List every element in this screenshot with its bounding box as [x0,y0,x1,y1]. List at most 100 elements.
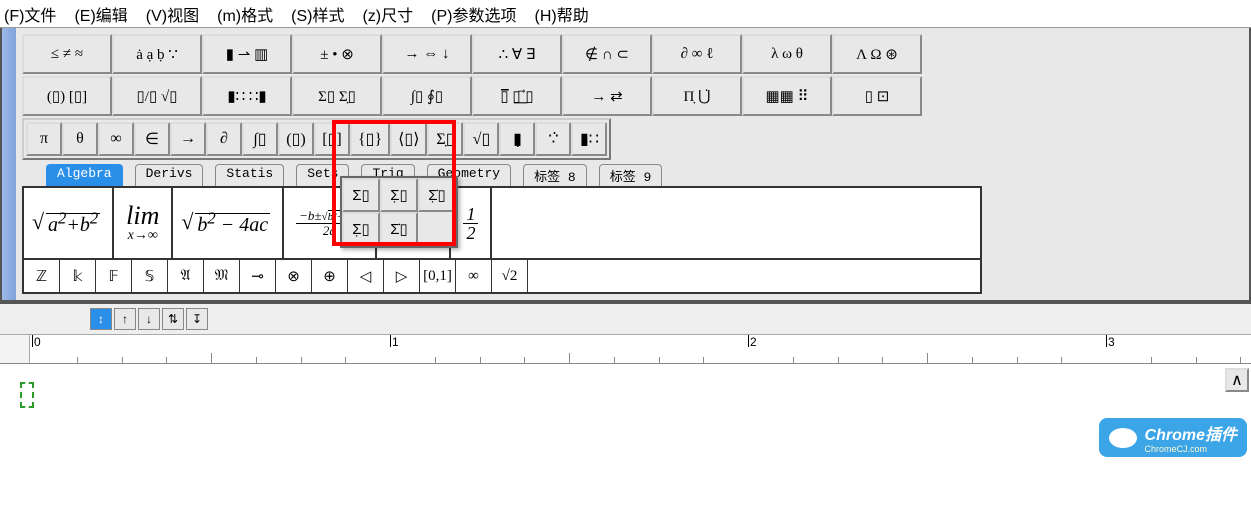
dropdown-btn-1-1[interactable]: Σ̇▯ [380,212,418,246]
template-cell-0[interactable]: a2+b2 [24,188,114,258]
toolbar-row-1: ≤ ≠ ≈ȧ ạ ḅ ∵▮ ⇀ ▥± • ⊗→ ⇔ ↓∴ ∀ ∃∉ ∩ ⊂∂ ∞… [22,34,970,74]
template-cell-1[interactable]: limx→∞ [114,188,173,258]
row3-btn-0[interactable]: π [26,122,62,156]
row3-btn-10[interactable]: ⟨▯⟩ [390,122,427,156]
dropdown-btn-0-2[interactable]: Σ̣̇▯ [418,178,456,212]
template-small-10[interactable]: ▷ [384,260,420,292]
tb-row1-btn-3[interactable]: ± • ⊗ [292,34,382,74]
scroll-up-button[interactable]: ∧ [1225,368,1249,392]
row3-btn-6[interactable]: ∫▯ [242,122,278,156]
template-cell-2[interactable]: b2 − 4ac [173,188,284,258]
template-small-8[interactable]: ⊕ [312,260,348,292]
menu-style[interactable]: (S)样式 [291,2,344,26]
row3-btn-2[interactable]: ∞ [98,122,134,156]
snail-icon [1109,428,1137,448]
tb-row2-btn-4[interactable]: ∫▯ ∮▯ [382,76,472,116]
template-small-6[interactable]: ⊸ [240,260,276,292]
template-small-3[interactable]: 𝕊 [132,260,168,292]
template-small-0[interactable]: ℤ [24,260,60,292]
tab-标签-9[interactable]: 标签 9 [599,164,663,186]
row3-btn-7[interactable]: (▯) [278,122,314,156]
tb-row2-btn-9[interactable]: ▯ ⊡ [832,76,922,116]
tab-algebra[interactable]: Algebra [46,164,123,186]
align-btn-0[interactable]: ↕ [90,308,112,330]
tb-row1-btn-9[interactable]: Λ Ω ⊛ [832,34,922,74]
template-small-4[interactable]: 𝔄 [168,260,204,292]
row3-btn-8[interactable]: [▯] [314,122,350,156]
menu-prefs[interactable]: (P)参数选项 [431,2,516,26]
ruler-label-0: 0 [34,335,41,349]
summation-dropdown: Σ▯Σ̣▯Σ̣̇▯Σ̣▯Σ̇▯ [340,176,458,248]
row3-btn-13[interactable]: ▮̣ [499,122,535,156]
horizontal-ruler[interactable]: 0123 [30,335,1251,363]
tab-标签-8[interactable]: 标签 8 [523,164,587,186]
alignment-toolbar: ↕↑↓⇅↧ [0,302,1251,334]
tb-row1-btn-5[interactable]: ∴ ∀ ∃ [472,34,562,74]
menu-edit[interactable]: (E)编辑 [74,2,127,26]
template-panel: a2+b2limx→∞b2 − 4ac−b±√b²−4ac2an!r!(n−r)… [22,186,982,294]
tb-row2-btn-1[interactable]: ▯/▯ √▯ [112,76,202,116]
template-small-9[interactable]: ◁ [348,260,384,292]
row3-btn-11[interactable]: Σ̣▯ [427,122,463,156]
tb-row1-btn-2[interactable]: ▮ ⇀ ▥ [202,34,292,74]
template-cell-empty [492,188,980,258]
left-handle[interactable] [2,28,16,300]
tb-row1-btn-1[interactable]: ȧ ạ ḅ ∵ [112,34,202,74]
align-btn-2[interactable]: ↓ [138,308,160,330]
template-row-2: ℤ𝕜𝔽𝕊𝔄𝔐⊸⊗⊕◁▷[0,1]∞√2 [24,260,980,292]
align-btn-4[interactable]: ↧ [186,308,208,330]
row3-btn-1[interactable]: θ [62,122,98,156]
watermark-sub: ChromeCJ.com [1145,445,1237,454]
tb-row2-btn-2[interactable]: ▮∷ ∷▮ [202,76,292,116]
tb-row1-btn-6[interactable]: ∉ ∩ ⊂ [562,34,652,74]
template-small-1[interactable]: 𝕜 [60,260,96,292]
toolbar-row-2: (▯) [▯]▯/▯ √▯▮∷ ∷▮Σ▯ Σ̣▯∫▯ ∮▯▯̅ ▯͟ ⃗▯→ ⇄… [22,76,970,116]
menu-help[interactable]: (H)帮助 [534,2,588,26]
dropdown-btn-0-0[interactable]: Σ▯ [342,178,380,212]
template-small-5[interactable]: 𝔐 [204,260,240,292]
toolbar-empty-area [976,28,1249,300]
template-small-13[interactable]: √2 [492,260,528,292]
align-btn-1[interactable]: ↑ [114,308,136,330]
template-small-2[interactable]: 𝔽 [96,260,132,292]
row3-btn-3[interactable]: ∈ [134,122,170,156]
dropdown-btn-0-1[interactable]: Σ̣▯ [380,178,418,212]
template-small-7[interactable]: ⊗ [276,260,312,292]
row3-btn-12[interactable]: √▯ [463,122,499,156]
toolbar-panel: ≤ ≠ ≈ȧ ạ ḅ ∵▮ ⇀ ▥± • ⊗→ ⇔ ↓∴ ∀ ∃∉ ∩ ⊂∂ ∞… [16,28,976,300]
tb-row2-btn-7[interactable]: Π̣ ⋃̇ [652,76,742,116]
tab-statis[interactable]: Statis [215,164,284,186]
menu-file[interactable]: (F)文件 [4,2,56,26]
tb-row2-btn-0[interactable]: (▯) [▯] [22,76,112,116]
row3-btn-5[interactable]: ∂ [206,122,242,156]
menu-format[interactable]: (m)格式 [217,2,273,26]
row3-btn-14[interactable]: ∵̇ [535,122,571,156]
tb-row2-btn-8[interactable]: ▦▦ ⠿ [742,76,832,116]
menu-view[interactable]: (V)视图 [146,2,199,26]
tb-row2-btn-3[interactable]: Σ▯ Σ̣▯ [292,76,382,116]
tab-row: AlgebraDerivsStatisSetsTrigGeometry标签 8标… [46,164,970,186]
align-btn-3[interactable]: ⇅ [162,308,184,330]
template-small-11[interactable]: [0,1] [420,260,456,292]
row3-btn-4[interactable]: → [170,122,206,156]
ruler-label-2: 2 [750,335,757,349]
tb-row1-btn-4[interactable]: → ⇔ ↓ [382,34,472,74]
insertion-point [20,382,34,408]
menu-size[interactable]: (z)尺寸 [362,2,413,26]
ruler-label-3: 3 [1108,335,1115,349]
tb-row1-btn-7[interactable]: ∂ ∞ ℓ [652,34,742,74]
template-row2-empty [528,260,980,292]
tb-row2-btn-5[interactable]: ▯̅ ▯͟ ⃗▯ [472,76,562,116]
toolbar-row-3: πθ∞∈→∂∫▯(▯)[▯]{▯}⟨▯⟩Σ̣▯√▯▮̣∵̇▮∷ [22,118,611,160]
tb-row1-btn-0[interactable]: ≤ ≠ ≈ [22,34,112,74]
tab-derivs[interactable]: Derivs [135,164,204,186]
editor-area[interactable]: ∧ Chrome插件 ChromeCJ.com [0,364,1251,459]
ruler-corner [0,335,30,363]
row3-btn-9[interactable]: {▯} [350,122,390,156]
template-row-1: a2+b2limx→∞b2 − 4ac−b±√b²−4ac2an!r!(n−r)… [24,188,980,260]
template-small-12[interactable]: ∞ [456,260,492,292]
tb-row2-btn-6[interactable]: → ⇄ [562,76,652,116]
row3-btn-15[interactable]: ▮∷ [571,122,607,156]
tb-row1-btn-8[interactable]: λ ω θ [742,34,832,74]
dropdown-btn-1-0[interactable]: Σ̣▯ [342,212,380,246]
